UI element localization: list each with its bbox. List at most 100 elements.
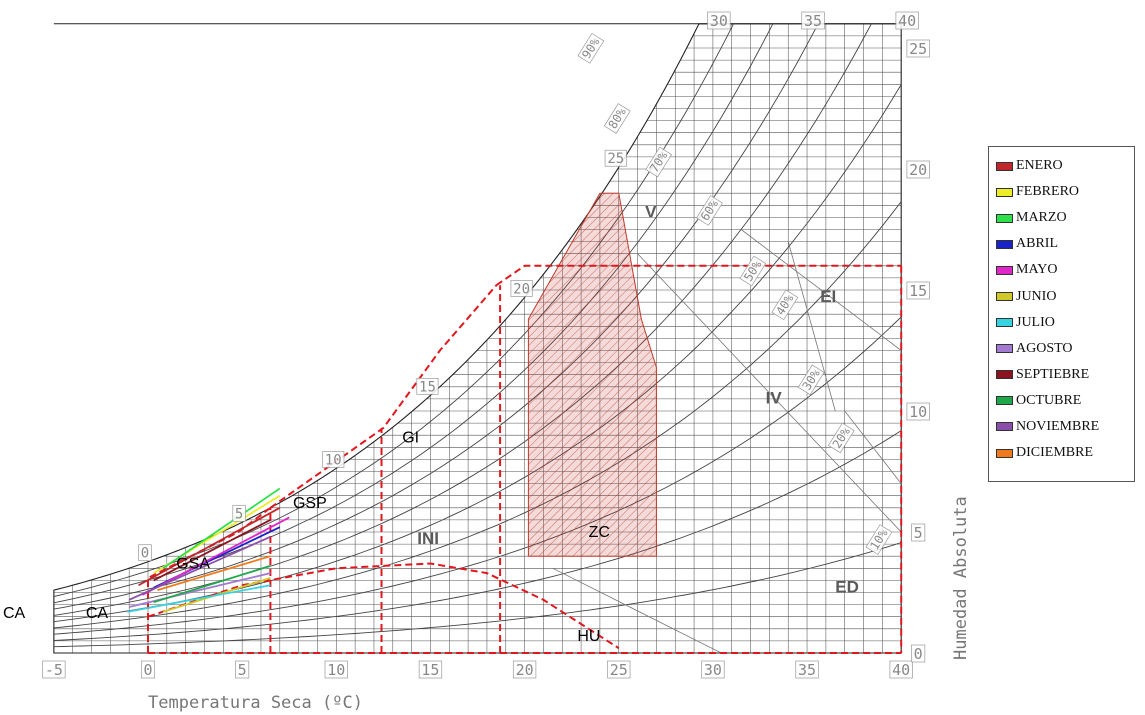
wet-bulb-label-box [138,544,152,562]
x-tick-text: -5 [45,661,63,679]
x-tick-text: 20 [516,661,534,679]
legend-swatch [996,265,1013,275]
x-tick: 5 [235,660,250,679]
legend: ENERO FEBRERO MARZO ABRIL MAYO JUNIO JULIO AGOS… [988,146,1135,482]
zone-label: GSP [293,495,327,512]
rh-label: 30% [797,364,825,396]
zone-label: CA [3,605,26,622]
rh-label-box [696,195,723,226]
wet-bulb-label: 15 [416,377,439,395]
legend-item: ENERO [996,153,1134,179]
rh-curve [53,23,893,616]
zone-boundary [269,284,498,509]
zone-boundary [147,562,620,650]
x-tick-box [607,660,631,679]
rh-curve [53,84,902,623]
rh-curve [53,542,902,648]
top-tick-box [707,11,731,30]
legend-label: OCTUBRE [1016,392,1082,408]
y-tick-box [906,402,930,421]
y-tick: 15 [906,281,930,300]
wet-bulb-label: 10 [322,450,345,468]
x-tick: 20 [512,660,537,679]
legend-item: JULIO [996,310,1134,336]
legend-item: SEPTIEBRE [996,362,1134,388]
legend-label: AGOSTO [1016,340,1073,356]
rh-curve [53,430,902,641]
month-line [153,565,271,604]
legend-swatch [996,213,1013,223]
x-tick-box [324,660,348,679]
top-tick-box [801,11,825,30]
x-tick: 15 [418,660,443,679]
zone-label: IV [766,389,783,408]
x-tick-box [701,660,725,679]
zone-label: GSA [176,555,210,572]
zone-label: ZC [589,524,610,541]
wet-bulb-label-text: 15 [419,379,436,395]
x-tick: -5 [42,660,66,679]
legend-item: FEBRERO [996,179,1134,205]
monthly-lines [127,487,290,613]
wet-bulb-label-text: 10 [325,452,342,468]
zone-label: CA [86,605,109,622]
wet-bulb-label-box [510,280,533,297]
x-tick-box [512,660,537,679]
rh-curve [53,201,902,629]
x-tick-text: 30 [704,661,722,679]
x-tick-box [141,660,156,679]
wet-bulb-line [740,229,902,351]
legend-swatch [996,187,1013,197]
legend-label: SEPTIEBRE [1016,366,1090,382]
x-tick: 30 [701,660,725,679]
y-tick-text: 5 [914,524,923,542]
top-tick: 35 [801,11,825,30]
zone-label: ED [835,578,859,597]
legend-swatch [996,396,1013,406]
x-tick-box [235,660,250,679]
top-tick-text: 30 [710,12,728,30]
y-tick-text: 0 [914,645,923,663]
x-tick: 10 [324,660,348,679]
x-tick-text: 5 [238,661,247,679]
x-tick: 0 [141,660,156,679]
wet-bulb-label-text: 0 [141,546,149,562]
legend-label: JULIO [1016,314,1055,330]
x-tick-text: 10 [327,661,345,679]
legend-item: ABRIL [996,231,1134,257]
y-tick: 10 [906,402,930,421]
top-tick: 30 [707,11,731,30]
y-tick: 5 [911,523,926,542]
legend-item: AGOSTO [996,336,1134,362]
rh-label: 80% [603,103,631,134]
x-axis-label: Temperatura Seca (ºC) [148,693,363,713]
comfort-zone [527,192,657,557]
top-tick-text: 35 [804,12,822,30]
wet-bulb-line [787,241,836,412]
y-tick-text: 10 [909,403,927,421]
x-tick-box [795,660,819,679]
legend-label: MARZO [1016,210,1067,226]
month-line [162,487,281,570]
month-line [153,519,271,582]
legend-label: NOVIEMBRE [1016,418,1100,434]
y-tick-box [911,644,926,663]
wet-bulb-line [552,567,770,654]
legend-item: NOVIEMBRE [996,414,1134,440]
legend-swatch [996,292,1013,302]
x-tick-box [42,660,66,679]
y-tick: 20 [906,160,930,179]
wet-bulb-label-box [232,504,246,522]
rh-curve [53,316,902,635]
legend-label: DICIEMBRE [1016,445,1093,461]
legend-swatch [996,318,1013,328]
rh-label-box [827,422,855,454]
x-tick: 40 [889,660,913,679]
x-tick: 35 [795,660,819,679]
rh-label: 40% [771,289,799,321]
legend-swatch [996,344,1013,354]
y-tick-box [906,160,930,179]
y-tick-text: 20 [909,161,927,179]
month-line [127,584,271,613]
month-line [138,507,281,587]
